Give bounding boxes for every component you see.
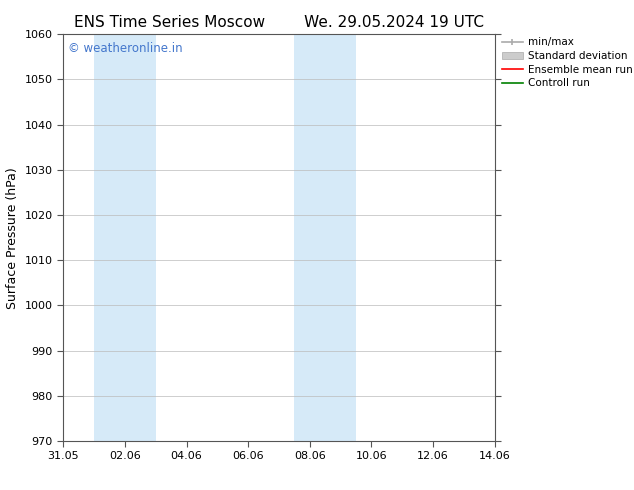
Text: © weatheronline.in: © weatheronline.in (68, 43, 183, 55)
Title: ENS Time Series Moscow        We. 29.05.2024 19 UTC: ENS Time Series Moscow We. 29.05.2024 19… (74, 15, 484, 30)
Y-axis label: Surface Pressure (hPa): Surface Pressure (hPa) (6, 167, 19, 309)
Legend: min/max, Standard deviation, Ensemble mean run, Controll run: min/max, Standard deviation, Ensemble me… (499, 34, 634, 92)
Bar (294, 34, 356, 441)
Bar (94, 34, 156, 441)
